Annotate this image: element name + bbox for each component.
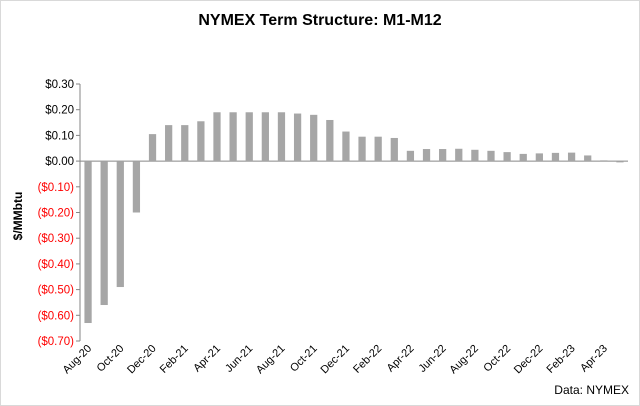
bar-nov-22 (519, 153, 527, 162)
bar-nov-20 (132, 161, 141, 213)
y-axis-label: $/MMbtu (11, 192, 25, 241)
x-tick-label: Jun-21 (223, 343, 255, 375)
bar-jun-21 (245, 112, 253, 162)
bar-jan-22 (358, 136, 366, 162)
bar-mar-23 (584, 155, 592, 162)
y-tick-label: $0.10 (45, 130, 74, 142)
x-tick-label: Feb-22 (351, 343, 384, 376)
bar-jan-21 (165, 125, 173, 162)
bar-sep-20 (100, 161, 108, 306)
x-tick-label: Aug-22 (447, 343, 481, 377)
y-tick-label: ($0.30) (38, 233, 75, 245)
bar-jul-21 (261, 112, 269, 162)
bar-sep-22 (487, 150, 495, 162)
x-tick-label: Apr-21 (191, 343, 223, 375)
bar-jan-23 (551, 152, 560, 162)
bar-oct-21 (310, 114, 318, 162)
x-tick-label: Feb-23 (545, 343, 578, 376)
bar-mar-22 (390, 137, 398, 162)
x-tick-label: Oct-21 (288, 343, 320, 375)
bar-jul-22 (455, 148, 463, 162)
bar-may-23 (616, 161, 624, 163)
bar-may-21 (229, 112, 237, 162)
bar-may-22 (422, 149, 431, 162)
x-tick-label: Dec-20 (125, 343, 159, 377)
bar-apr-22 (406, 150, 415, 162)
x-tick-label: Oct-22 (481, 343, 513, 375)
bar-aug-22 (471, 149, 479, 162)
bar-dec-22 (535, 153, 543, 162)
bar-nov-21 (326, 119, 334, 162)
y-tick-label: $0.20 (45, 105, 74, 117)
bar-dec-21 (342, 131, 350, 162)
x-tick-label: Apr-23 (578, 343, 610, 375)
bar-apr-21 (213, 112, 221, 162)
x-tick-label: Apr-22 (385, 343, 417, 375)
x-tick-label: Jun-22 (416, 343, 448, 375)
x-tick-label: Dec-21 (318, 343, 352, 377)
x-tick-label: Dec-22 (512, 343, 546, 377)
x-tick-label: Oct-20 (95, 343, 127, 375)
bar-oct-20 (116, 161, 124, 288)
y-tick-label: ($0.40) (38, 259, 75, 271)
x-tick-label: Aug-21 (254, 343, 288, 377)
x-tick-label: Feb-21 (158, 343, 191, 376)
bar-dec-20 (148, 134, 157, 162)
y-tick-label: ($0.20) (38, 208, 75, 220)
bar-mar-21 (197, 121, 205, 162)
bar-apr-23 (600, 160, 608, 162)
bar-feb-23 (567, 152, 576, 162)
y-tick-label: ($0.70) (38, 336, 75, 348)
bar-jun-22 (439, 149, 447, 162)
bar-aug-21 (277, 112, 286, 162)
bar-oct-22 (503, 152, 511, 162)
y-tick-label: ($0.10) (38, 182, 75, 194)
y-tick-label: $0.30 (45, 79, 74, 91)
chart-title: NYMEX Term Structure: M1-M12 (198, 12, 442, 29)
y-tick-label: ($0.60) (38, 310, 75, 322)
source-note: Data: NYMEX (554, 383, 629, 397)
bar-aug-20 (84, 161, 92, 324)
bar-sep-21 (293, 113, 302, 162)
y-tick-label: ($0.50) (38, 285, 75, 297)
bar-feb-22 (374, 136, 382, 162)
bar-feb-21 (181, 125, 189, 162)
y-tick-label: $0.00 (45, 156, 74, 168)
